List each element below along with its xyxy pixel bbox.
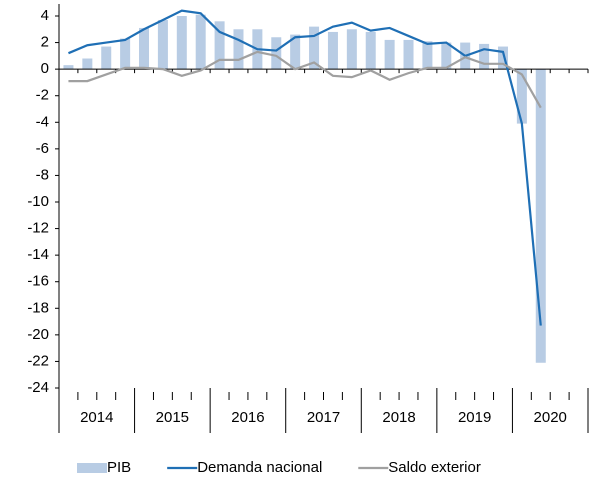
y-tick-label: -16 — [27, 273, 49, 290]
x-group-label: 2017 — [307, 409, 340, 426]
bar — [214, 21, 225, 70]
bar — [384, 39, 395, 70]
x-group-label: 2015 — [156, 409, 189, 426]
y-tick-label: -18 — [27, 299, 49, 316]
legend-label: Demanda nacional — [197, 459, 322, 476]
y-tick-label: -12 — [27, 220, 49, 237]
x-group-label: 2019 — [458, 409, 491, 426]
y-tick-label: -4 — [36, 113, 49, 130]
bar — [233, 29, 244, 70]
bar — [195, 14, 206, 70]
x-group-label: 2014 — [80, 409, 113, 426]
line — [68, 50, 542, 109]
bar — [497, 46, 508, 70]
bar — [479, 43, 490, 70]
y-tick-label: -10 — [27, 193, 49, 210]
legend-label: Saldo exterior — [388, 459, 481, 476]
y-tick-label: -20 — [27, 326, 49, 343]
legend-label: PIB — [107, 459, 131, 476]
bar — [139, 27, 150, 70]
bar — [157, 19, 168, 70]
bar — [422, 41, 433, 70]
x-group-label: 2018 — [382, 409, 415, 426]
x-group-label: 2016 — [231, 409, 264, 426]
bar — [101, 46, 112, 70]
bar — [441, 42, 452, 70]
line — [68, 9, 542, 326]
x-group-label: 2020 — [534, 409, 567, 426]
y-tick-label: 2 — [41, 34, 49, 51]
bar — [176, 16, 187, 70]
y-tick-label: -6 — [36, 140, 49, 157]
bar — [535, 69, 546, 363]
bar — [403, 39, 414, 70]
y-tick-label: -22 — [27, 352, 49, 369]
bar — [82, 58, 93, 70]
bar — [63, 65, 74, 70]
y-tick-label: -8 — [36, 166, 49, 183]
y-tick-label: -14 — [27, 246, 49, 263]
legend-swatch — [77, 463, 107, 473]
bar — [346, 29, 357, 70]
y-tick-label: 4 — [41, 7, 49, 24]
bar — [365, 31, 376, 70]
y-tick-label: -24 — [27, 379, 49, 396]
bar — [309, 26, 320, 70]
bar — [290, 34, 301, 70]
y-tick-label: 0 — [41, 60, 49, 77]
bar — [120, 38, 131, 70]
bar — [327, 31, 338, 70]
y-tick-label: -2 — [36, 87, 49, 104]
bar — [271, 37, 282, 70]
bar — [516, 69, 527, 124]
